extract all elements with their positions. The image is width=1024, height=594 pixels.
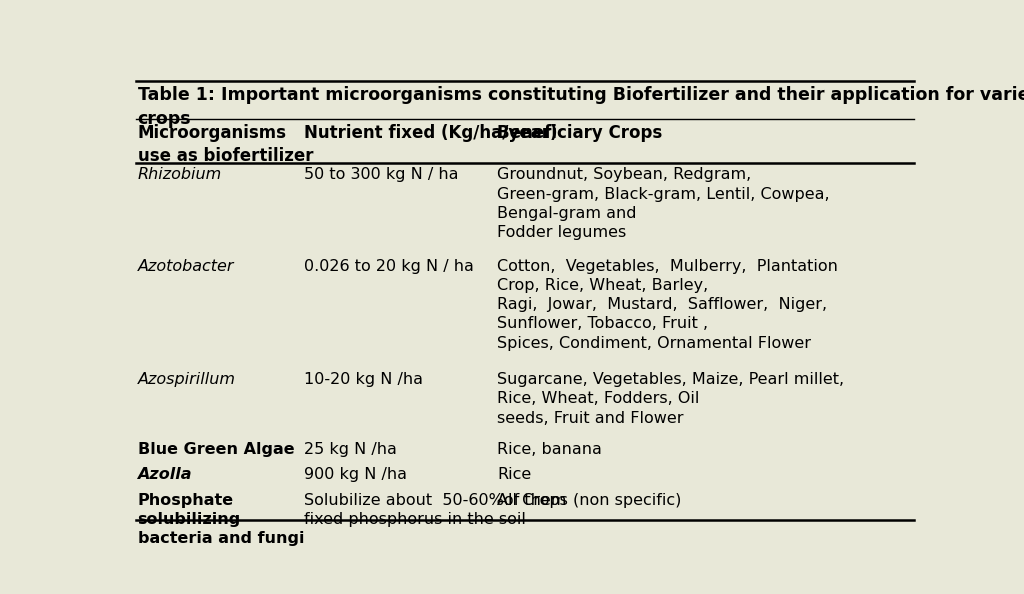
Text: Beneficiary Crops: Beneficiary Crops xyxy=(497,124,663,142)
Text: Azotobacter: Azotobacter xyxy=(137,259,234,274)
Text: All Crops (non specific): All Crops (non specific) xyxy=(497,493,681,508)
Text: 50 to 300 kg N / ha: 50 to 300 kg N / ha xyxy=(304,168,459,182)
Text: Cotton,  Vegetables,  Mulberry,  Plantation
Crop, Rice, Wheat, Barley,
Ragi,  Jo: Cotton, Vegetables, Mulberry, Plantation… xyxy=(497,259,838,350)
Text: Azospirillum: Azospirillum xyxy=(137,372,236,387)
Text: Solubilize about  50-60%of them
fixed phosphorus in the soil: Solubilize about 50-60%of them fixed pho… xyxy=(304,493,566,527)
Text: 900 kg N /ha: 900 kg N /ha xyxy=(304,467,408,482)
Text: Table 1: Important microorganisms constituting Biofertilizer and their applicati: Table 1: Important microorganisms consti… xyxy=(137,86,1024,128)
Text: 25 kg N /ha: 25 kg N /ha xyxy=(304,442,397,457)
Text: Groundnut, Soybean, Redgram,
Green-gram, Black-gram, Lentil, Cowpea,
Bengal-gram: Groundnut, Soybean, Redgram, Green-gram,… xyxy=(497,168,829,240)
Text: Microorganisms
use as biofertilizer: Microorganisms use as biofertilizer xyxy=(137,124,313,165)
Text: Phosphate
solubilizing
bacteria and fungi: Phosphate solubilizing bacteria and fung… xyxy=(137,493,304,546)
Text: Sugarcane, Vegetables, Maize, Pearl millet,
Rice, Wheat, Fodders, Oil
seeds, Fru: Sugarcane, Vegetables, Maize, Pearl mill… xyxy=(497,372,844,426)
Text: 10-20 kg N /ha: 10-20 kg N /ha xyxy=(304,372,423,387)
Text: Rice, banana: Rice, banana xyxy=(497,442,602,457)
Text: 0.026 to 20 kg N / ha: 0.026 to 20 kg N / ha xyxy=(304,259,474,274)
Text: Blue Green Algae: Blue Green Algae xyxy=(137,442,294,457)
Text: Nutrient fixed (Kg/ha/year): Nutrient fixed (Kg/ha/year) xyxy=(304,124,558,142)
Text: Rhizobium: Rhizobium xyxy=(137,168,222,182)
Text: Azolla: Azolla xyxy=(137,467,193,482)
Text: Rice: Rice xyxy=(497,467,531,482)
